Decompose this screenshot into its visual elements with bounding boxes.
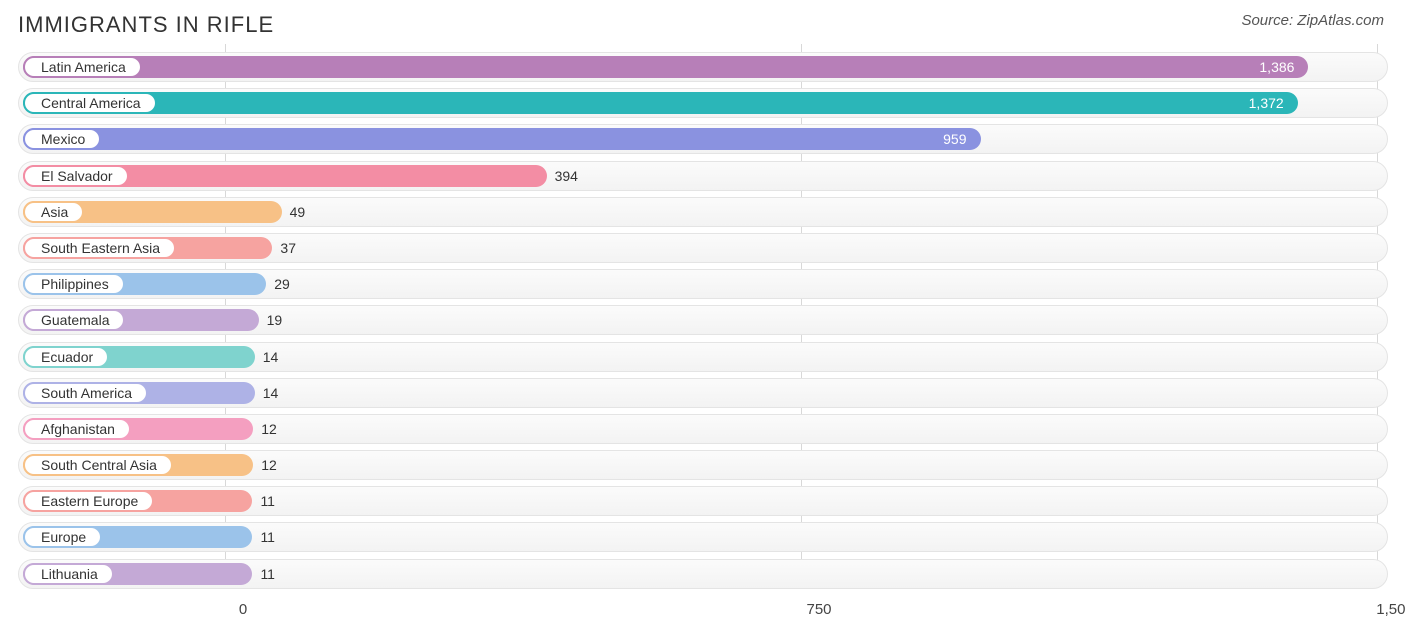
bar-row: 49 Asia <box>18 197 1388 227</box>
bar-row: 11 Europe <box>18 522 1388 552</box>
bar-label-pill: Asia <box>23 201 84 223</box>
bar-value: 394 <box>547 162 578 190</box>
bar-row: 19 Guatemala <box>18 305 1388 335</box>
bar-value: 19 <box>259 306 283 334</box>
x-axis-tick: 750 <box>806 601 831 618</box>
bar-label-pill: Eastern Europe <box>23 490 154 512</box>
bar-row: 14 South America <box>18 378 1388 408</box>
bar-row: 1,372Central America <box>18 88 1388 118</box>
bar-label-pill: South Central Asia <box>23 454 173 476</box>
bar-value: 11 <box>252 560 275 588</box>
bar-label-pill: Europe <box>23 526 102 548</box>
bar-value: 29 <box>266 270 290 298</box>
bar-value: 14 <box>255 379 279 407</box>
bar-row: 12 Afghanistan <box>18 414 1388 444</box>
bar-value: 11 <box>252 487 275 515</box>
bar-value: 37 <box>272 234 296 262</box>
bar-row: 394 El Salvador <box>18 161 1388 191</box>
bar-row: 11 Lithuania <box>18 559 1388 589</box>
bar-row: 12 South Central Asia <box>18 450 1388 480</box>
chart-title: IMMIGRANTS IN RIFLE <box>18 12 274 38</box>
bar-label-pill: Guatemala <box>23 309 125 331</box>
bar-row: 959Mexico <box>18 124 1388 154</box>
bar-label-pill: El Salvador <box>23 165 129 187</box>
bar-value: 12 <box>253 451 277 479</box>
chart-header: IMMIGRANTS IN RIFLE Source: ZipAtlas.com <box>0 0 1406 44</box>
chart-area: 1,386Latin America 1,372Central America 95… <box>0 44 1406 589</box>
bar-value: 959 <box>23 125 981 153</box>
bar-value: 12 <box>253 415 277 443</box>
bar-label-pill: Ecuador <box>23 346 109 368</box>
bar-value: 1,372 <box>23 89 1298 117</box>
bar-row: 14 Ecuador <box>18 342 1388 372</box>
bar-row: 37 South Eastern Asia <box>18 233 1388 263</box>
x-axis: 07501,500 <box>18 595 1388 625</box>
bar-label-pill: South Eastern Asia <box>23 237 176 259</box>
bar-label-pill: Central America <box>23 92 157 114</box>
bar-label-pill: Mexico <box>23 128 101 150</box>
bar-label-pill: Philippines <box>23 273 125 295</box>
bar-row: 11 Eastern Europe <box>18 486 1388 516</box>
bar-label-pill: South America <box>23 382 148 404</box>
bar-row: 1,386Latin America <box>18 52 1388 82</box>
chart-source: Source: ZipAtlas.com <box>1241 12 1384 29</box>
bar-label-pill: Latin America <box>23 56 142 78</box>
bar-value: 14 <box>255 343 279 371</box>
bar-value: 11 <box>252 523 275 551</box>
bar-value: 1,386 <box>23 53 1308 81</box>
bar-label-pill: Lithuania <box>23 563 114 585</box>
bar-label-pill: Afghanistan <box>23 418 131 440</box>
x-axis-tick: 1,500 <box>1376 601 1406 618</box>
bar-row: 29 Philippines <box>18 269 1388 299</box>
bar-value: 49 <box>282 198 306 226</box>
x-axis-tick: 0 <box>239 601 247 618</box>
